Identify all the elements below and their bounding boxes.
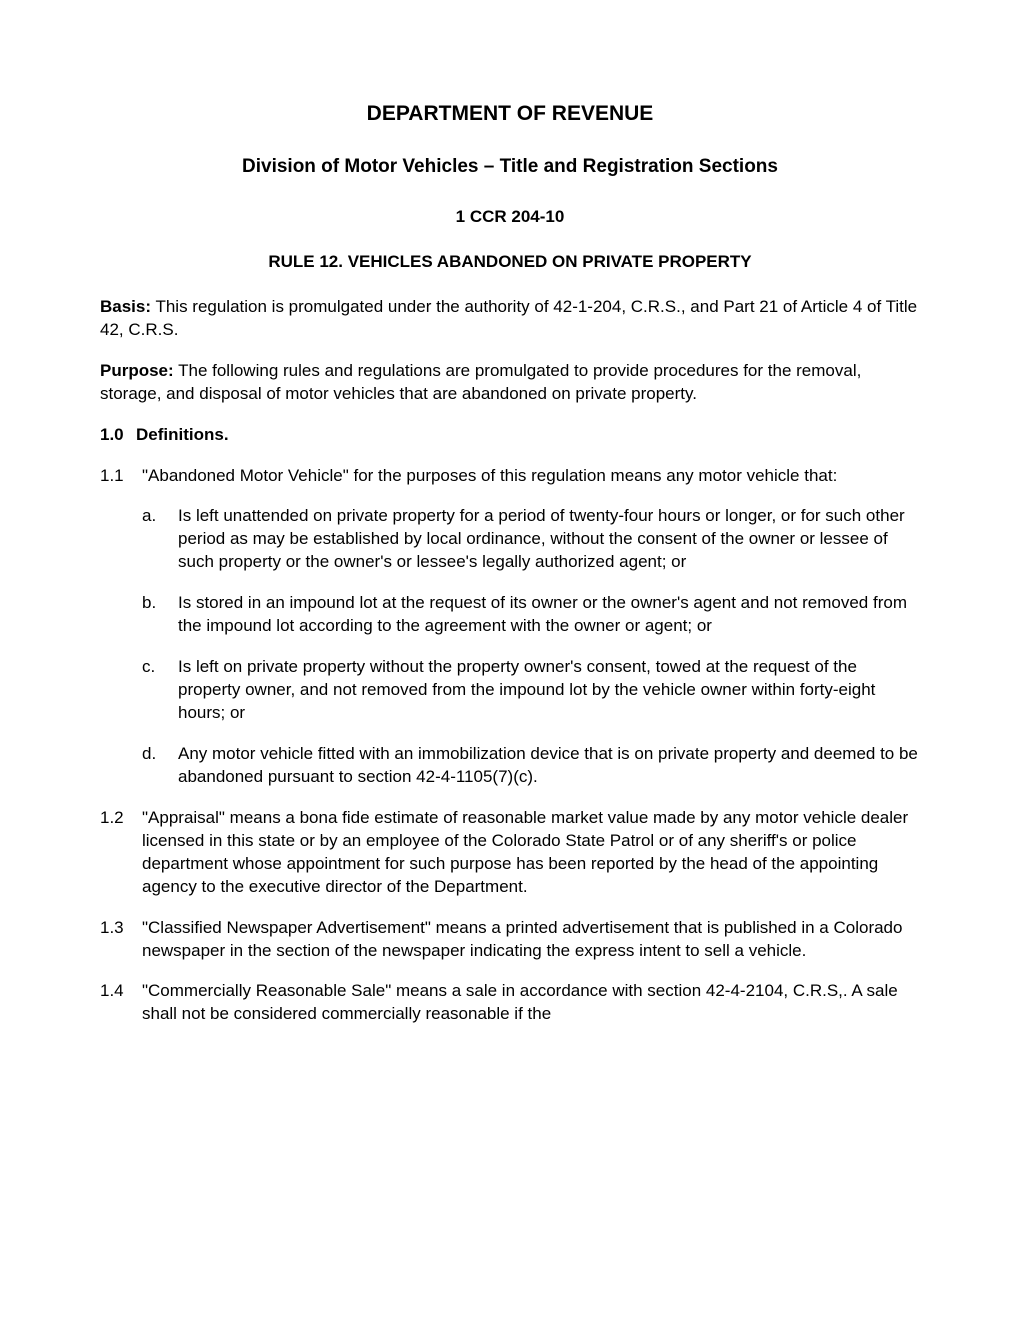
ccr-number: 1 CCR 204-10 [100,206,920,229]
definition-1-3-num: 1.3 [100,917,142,963]
definition-1-1-a-letter: a. [142,505,178,574]
definition-1-1-b-text: Is stored in an impound lot at the reque… [178,592,920,638]
section-1-heading: 1.0Definitions. [100,424,920,447]
purpose-label: Purpose: [100,361,174,380]
definition-1-1: 1.1 "Abandoned Motor Vehicle" for the pu… [100,465,920,488]
definition-1-1-c-text: Is left on private property without the … [178,656,920,725]
basis-label: Basis: [100,297,151,316]
section-1-title: Definitions [136,425,224,444]
basis-paragraph: Basis: This regulation is promulgated un… [100,296,920,342]
definition-1-1-d-letter: d. [142,743,178,789]
definition-1-2-text: "Appraisal" means a bona fide estimate o… [142,807,920,899]
division-title: Division of Motor Vehicles – Title and R… [100,154,920,180]
definition-1-2: 1.2 "Appraisal" means a bona fide estima… [100,807,920,899]
definition-1-1-b-letter: b. [142,592,178,638]
section-1-period: . [224,425,229,444]
definition-1-1-a: a. Is left unattended on private propert… [142,505,920,574]
definition-1-4-num: 1.4 [100,980,142,1026]
definition-1-4-text: "Commercially Reasonable Sale" means a s… [142,980,920,1026]
definition-1-1-d: d. Any motor vehicle fitted with an immo… [142,743,920,789]
definition-1-1-a-text: Is left unattended on private property f… [178,505,920,574]
rule-title: RULE 12. VEHICLES ABANDONED ON PRIVATE P… [100,251,920,274]
definition-1-1-b: b. Is stored in an impound lot at the re… [142,592,920,638]
definition-1-1-c: c. Is left on private property without t… [142,656,920,725]
purpose-text: The following rules and regulations are … [100,361,861,403]
definition-1-3-text: "Classified Newspaper Advertisement" mea… [142,917,920,963]
section-1-num: 1.0 [100,424,136,447]
definition-1-1-num: 1.1 [100,465,142,488]
department-title: DEPARTMENT OF REVENUE [100,100,920,128]
definition-1-1-text: "Abandoned Motor Vehicle" for the purpos… [142,465,920,488]
definition-1-3: 1.3 "Classified Newspaper Advertisement"… [100,917,920,963]
basis-text: This regulation is promulgated under the… [100,297,917,339]
definition-1-1-c-letter: c. [142,656,178,725]
definition-1-1-d-text: Any motor vehicle fitted with an immobil… [178,743,920,789]
purpose-paragraph: Purpose: The following rules and regulat… [100,360,920,406]
definition-1-2-num: 1.2 [100,807,142,899]
definition-1-4: 1.4 "Commercially Reasonable Sale" means… [100,980,920,1026]
